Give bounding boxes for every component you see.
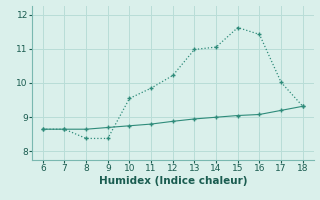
X-axis label: Humidex (Indice chaleur): Humidex (Indice chaleur) — [99, 176, 247, 186]
